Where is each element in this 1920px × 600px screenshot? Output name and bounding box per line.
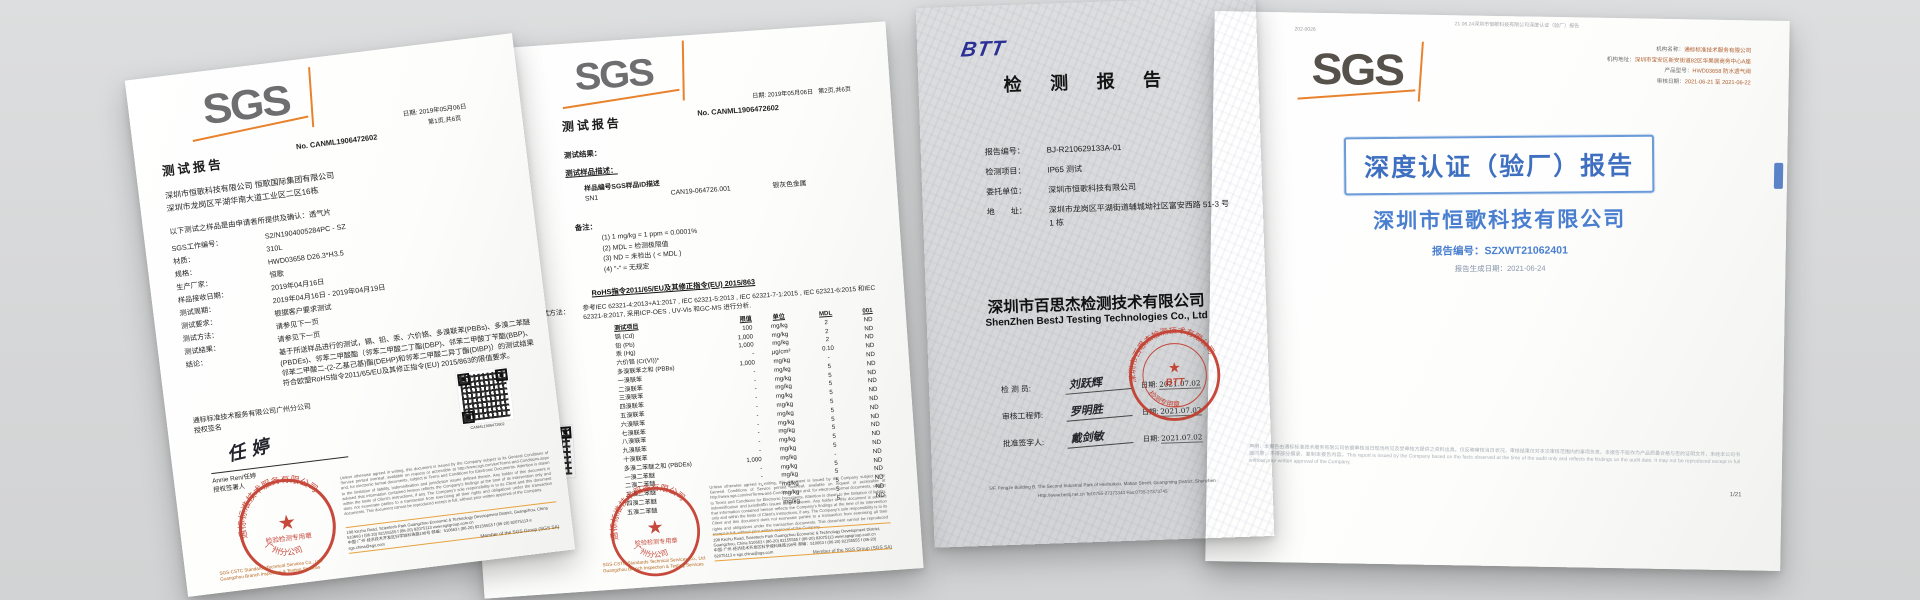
- stamp-star-icon: ★: [646, 516, 664, 538]
- info-value: 深圳市宝安区新安街道82区华美居商务中心A座: [1634, 56, 1752, 65]
- qr-finder-icon: [457, 372, 471, 387]
- svg-text:检测专用章: 检测专用章: [1147, 388, 1181, 410]
- sgs-logo: SGS: [562, 40, 688, 110]
- sgs-audit-report: 21.06.24深圳市恒歌科技有限公司深度认证（验厂）报告 202-0026 S…: [1205, 11, 1790, 571]
- report-title: 测试报告: [561, 115, 623, 135]
- sgs-logo-vline: [1418, 41, 1424, 102]
- stamp-arc-bottom: 检测专用章: [1147, 388, 1181, 410]
- report-date: 日期: 2019年05月06日: [752, 88, 814, 100]
- field-label: 地 址：: [986, 206, 1027, 217]
- info-label: 产品型号：: [1664, 67, 1693, 75]
- audit-gen-date: 报告生成日期：2021-06-24: [1454, 263, 1546, 274]
- field-value: BJ-R210629133A-01: [1046, 143, 1122, 155]
- field-value: IP65 测试: [1047, 164, 1083, 175]
- stamp-center-text: BTT: [1165, 377, 1185, 389]
- handwritten-signature: 刘跃辉: [1064, 371, 1132, 395]
- stamp-center-text: 检验检测专用章: [634, 536, 677, 547]
- sgs-logo-text: SGS: [573, 51, 654, 100]
- field-row: 检测项目： IP65 测试: [985, 157, 1233, 179]
- audited-company: 深圳市恒歌科技有限公司: [1373, 207, 1627, 234]
- audit-report-no: 报告编号：SZXWT21062401: [1431, 244, 1568, 258]
- field-value: 深圳市恒歌科技有限公司: [1047, 182, 1137, 195]
- info-value: 2021-06-21 至 2021-06-22: [1684, 78, 1751, 86]
- audit-title-block: 深度认证（验厂）报告 深圳市恒歌科技有限公司 报告编号：SZXWT2106240…: [1299, 134, 1700, 275]
- qr-finder-icon: [494, 368, 509, 382]
- field-row: 地 址： 深圳市龙岗区平湖街道辅城坳社区富安西路 51-3 号 1 栋: [987, 197, 1236, 232]
- info-label: 审核日期：: [1656, 78, 1685, 85]
- sgs-red-stamp: 通标标准技术服务有限公司 广州分公司 ★ 检验检测专用章: [605, 481, 701, 577]
- sgs-logo: SGS: [192, 67, 318, 142]
- stamp-star-icon: ★: [276, 511, 297, 535]
- notes-label: 备注：: [574, 221, 598, 233]
- info-value: HWD03658 防水透气阀: [1692, 68, 1751, 76]
- notes-list: (1) 1 mg/kg = 1 ppm = 0.0001% (2) MDL = 检…: [601, 227, 699, 276]
- blue-edge-mark: [1773, 162, 1784, 189]
- page-indicator: 第2页,共6页: [817, 85, 852, 96]
- sgs-logo-text: SGS: [199, 75, 292, 134]
- handwritten-signature: 罗明胜: [1065, 398, 1133, 422]
- field-value: 深圳市龙岗区平湖街道辅城坳社区富安西路 51-3 号 1 栋: [1048, 199, 1230, 228]
- qr-code: [454, 366, 515, 427]
- field-label: 委托单位：: [985, 186, 1027, 197]
- corner-code: 202-0026: [1294, 26, 1316, 33]
- qr-finder-icon: [461, 410, 476, 425]
- signing-company-block: 通标标准技术服务有限公司广州分公司 授权签名: [192, 402, 313, 436]
- handwritten-signature: 任 婷: [225, 435, 272, 466]
- sgs-logo-vline: [308, 67, 315, 128]
- page-number: 1/21: [1729, 492, 1742, 499]
- btt-logo: BTT: [959, 36, 1008, 62]
- audit-disclaimer: 声明：本报告由通标标准技术服务有限公司依据审核当日现场所见及受审核方提供之资料出…: [1248, 443, 1741, 466]
- report-title: 测试报告: [161, 157, 225, 179]
- page-indicator: 第1页,共6页: [427, 115, 462, 127]
- sgs-logo: SGS: [1297, 41, 1424, 102]
- file-note: 21.06.24深圳市恒歌科技有限公司深度认证（验厂）报告: [1454, 21, 1580, 30]
- sign-date: 日期: 2021.07.02: [1143, 432, 1203, 444]
- report-date-page: 日期: 2019年05月06日 第2页,共6页: [752, 84, 851, 100]
- signer-role: 批准签字人:: [1002, 437, 1045, 449]
- info-label: 机构名称：: [1656, 46, 1685, 54]
- info-label: 机构地址：: [1606, 56, 1635, 63]
- report-number: No. CANML1906472602: [295, 132, 378, 152]
- field-label: 检测项目：: [985, 166, 1026, 177]
- audit-info-lines: 机构名称：通标标准技术服务有限公司 机构地址：深圳市宝安区新安街道82区华美居商…: [1501, 42, 1752, 88]
- signature-row: 批准签字人: 戴剑敏 日期: 2021.07.02: [1003, 423, 1243, 449]
- report-number: No. CANML1906472602: [696, 102, 780, 118]
- sample-table: 样品编号 SGS样品ID 描述 SN1 CAN19-064726.001 银灰色金属: [584, 168, 825, 205]
- sgs-logo-vline: [682, 40, 685, 101]
- field-row: 委托单位： 深圳市恒歌科技有限公司: [986, 177, 1234, 199]
- sample-description-label: 测试样品描述：: [564, 165, 618, 179]
- report-title: 检 测 报 告: [1003, 69, 1174, 96]
- results-label: 测试结果：: [563, 148, 602, 161]
- audit-banner: 深度认证（验厂）报告: [1343, 134, 1655, 196]
- sgs-logo-text: SGS: [1311, 44, 1404, 96]
- report-fields: 报告编号： BJ-R210629133A-01 检测项目： IP65 测试 委托…: [985, 137, 1236, 239]
- btt-test-report: BTT 检 测 报 告 报告编号： BJ-R210629133A-01 检测项目…: [915, 0, 1275, 548]
- handwritten-signature: 戴剑敏: [1066, 425, 1134, 449]
- signer-role: 检 测 员:: [1000, 384, 1032, 395]
- sgs-test-report-page2: SGS 测试报告 No. CANML1906472602 日期: 2019年05…: [446, 21, 924, 599]
- btt-red-stamp: 深圳市百思杰检测技术有限公司 检测专用章 ★ BTT: [1125, 326, 1221, 421]
- field-row: 报告编号： BJ-R210629133A-01: [985, 137, 1233, 159]
- signer-role: 审核工程师:: [1001, 410, 1044, 422]
- info-value: 通标标准技术服务有限公司: [1684, 47, 1752, 55]
- date-value: 2021.07.02: [1161, 432, 1203, 444]
- stamp-star-icon: ★: [1168, 360, 1181, 376]
- field-label: 报告编号：: [984, 146, 1025, 157]
- sgs-test-report-page1: SGS 测试报告 No. CANML1906472602 日期: 2019年05…: [124, 33, 576, 597]
- date-label: 日期:: [1142, 433, 1160, 444]
- sgs-red-stamp: 通标标准技术服务有限公司 广州分公司 ★ 检验检测专用章: [231, 470, 336, 576]
